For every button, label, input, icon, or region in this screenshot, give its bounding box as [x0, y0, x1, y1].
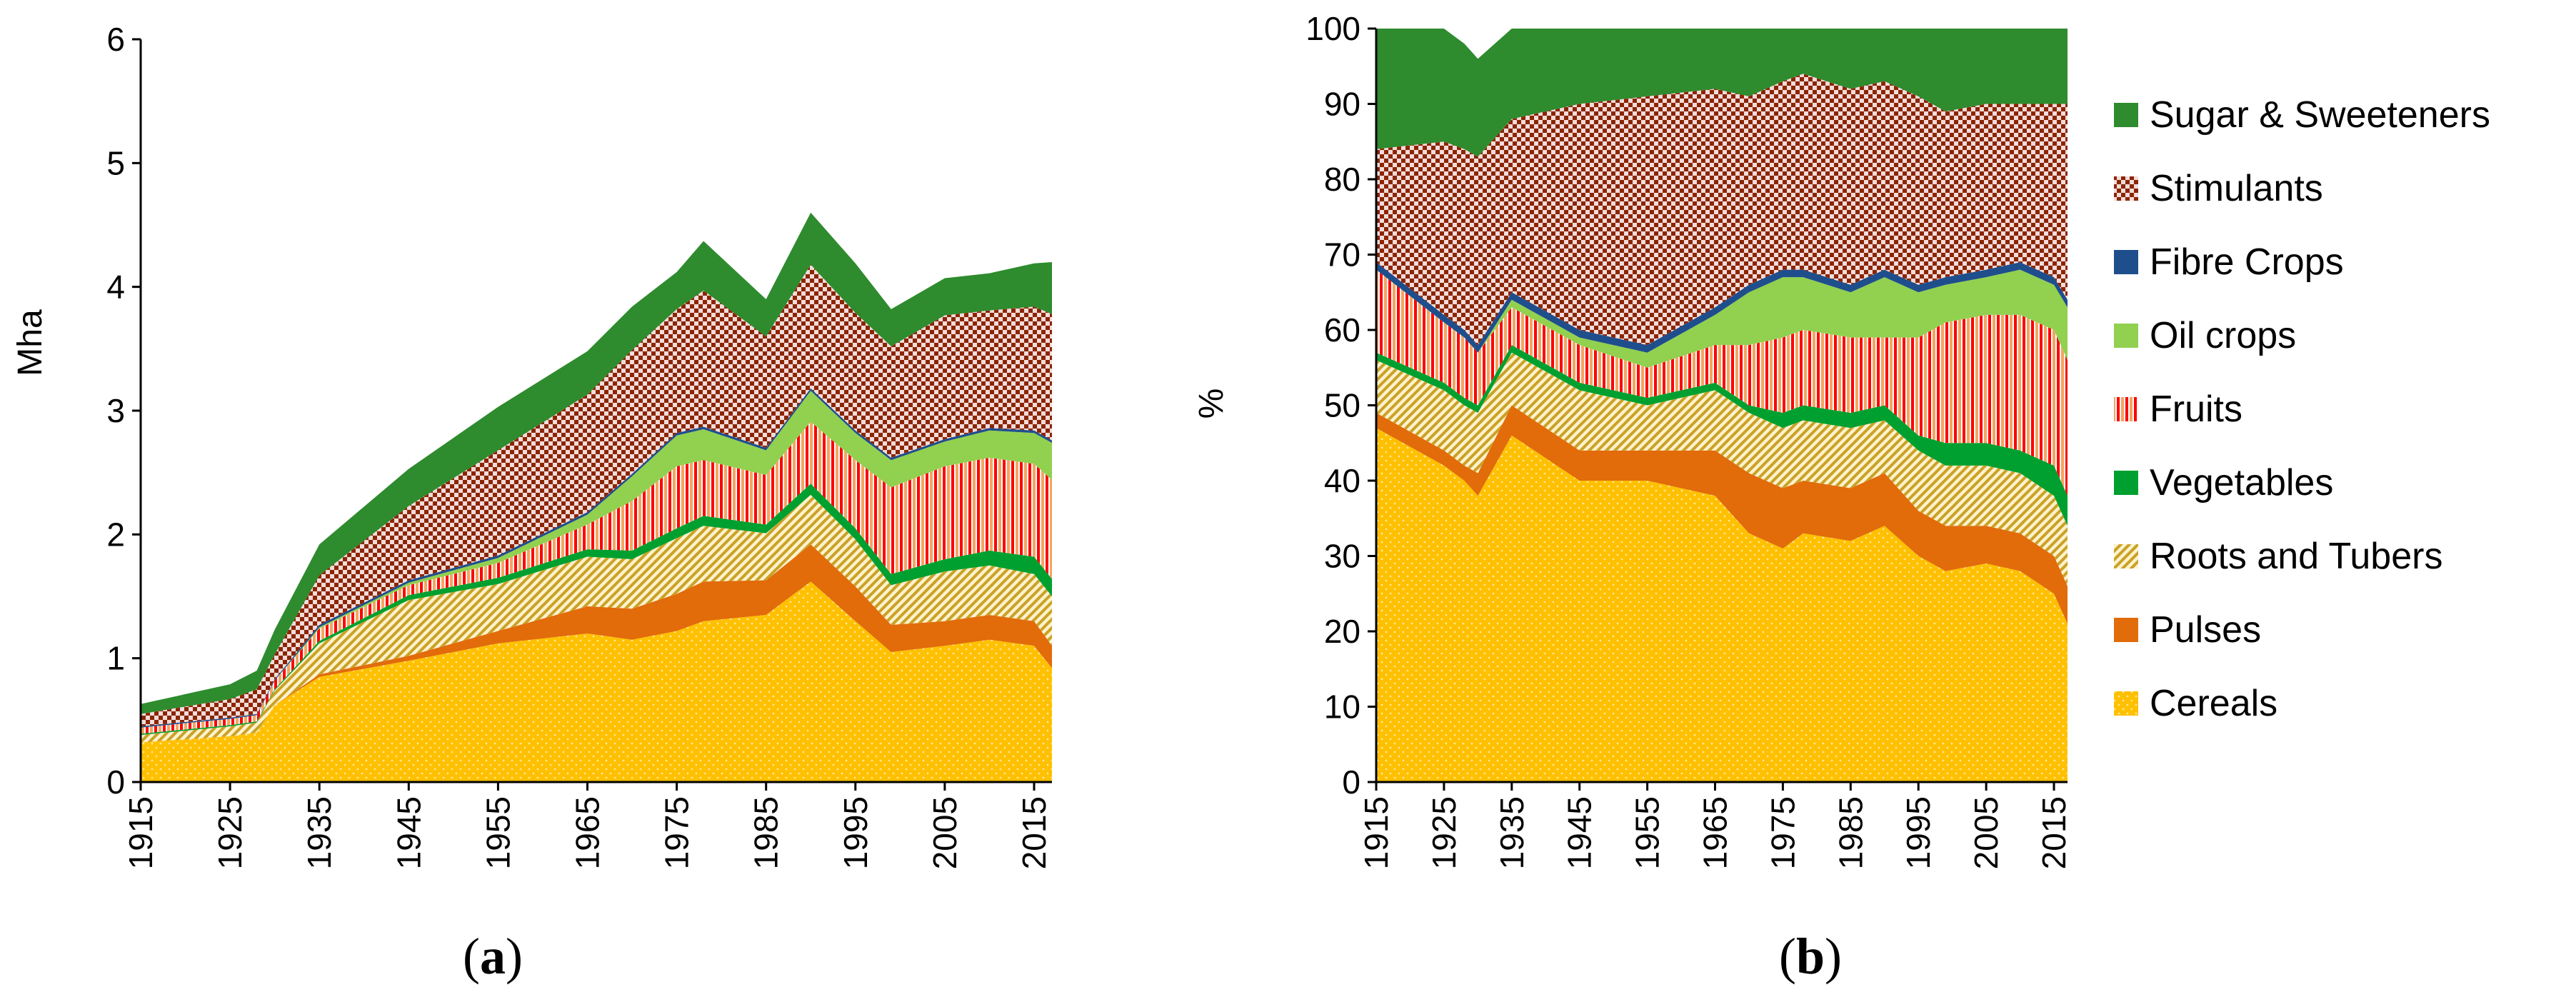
chart-b-area-stimulants: [1376, 74, 2068, 346]
chart-b-area-oil-crops: [1376, 269, 2068, 368]
chart-a-xticks: 1915 1925 1935 1945 1955 1965 1975 1985 1995 2005…: [122, 782, 1053, 869]
legend-label: Sugar & Sweeteners: [2150, 94, 2490, 136]
chart-a-area-roots-and-tubers: [141, 494, 1052, 743]
chart-b-xtick-label: 1975: [1764, 796, 1801, 869]
chart-b-xticks: 1915 1925 1935 1945 1955 1965 1975 1985 1995 2005…: [1358, 782, 2073, 869]
chart-a-yticks: 0 1 2 3 4 5 6: [106, 21, 141, 801]
chart-b-ytick-label: 70: [1324, 236, 1360, 274]
legend-label: Stimulants: [2150, 168, 2323, 209]
chart-b-ytick-label: 20: [1324, 613, 1360, 650]
chart-b-ytick-label: 50: [1324, 387, 1360, 424]
chart-b-xtick-label: 1955: [1629, 796, 1666, 869]
chart-b-yticks: 0 10 20 30 40 50 60 70 80 90 100: [1305, 10, 1376, 801]
legend-swatch-vegetables: [2114, 471, 2138, 495]
legend-label: Vegetables: [2150, 462, 2333, 503]
chart-b-area-sugar-sweeteners: [1376, 29, 2068, 157]
chart-a-ytick-label: 4: [106, 269, 125, 306]
chart-a-xtick-label: 1945: [390, 796, 427, 869]
legend-swatch-cereals: [2114, 691, 2138, 716]
legend-swatch-fruits: [2114, 397, 2138, 421]
legend-label: Oil crops: [2150, 315, 2296, 356]
chart-a-area-cereals: [141, 581, 1052, 782]
chart-a-xtick-label: 1975: [658, 796, 696, 869]
chart-b: % 0 10 20 30 40 50 60 70 80 90 100 1915 1925 1935 194…: [1193, 10, 2490, 869]
chart-a-xtick-label: 1995: [837, 796, 874, 869]
chart-b-ytick-label: 60: [1324, 311, 1360, 349]
legend-label: Pulses: [2150, 609, 2261, 651]
chart-a-ytick-label: 3: [106, 392, 125, 429]
legend-swatch-stimulants: [2114, 176, 2138, 201]
chart-b-area-fruits: [1376, 269, 2068, 496]
chart-a-ytick-label: 0: [106, 763, 125, 801]
chart-a-areas: [141, 212, 1052, 782]
chart-b-area-cereals: [1376, 428, 2068, 782]
panel-b-label: (b): [1779, 928, 1842, 985]
chart-a-xtick-label: 2005: [926, 796, 963, 869]
chart-a-area-stimulants: [141, 264, 1052, 726]
chart-b-ytick-label: 30: [1324, 538, 1360, 575]
legend-label: Roots and Tubers: [2150, 536, 2442, 577]
chart-b-ytick-label: 80: [1324, 161, 1360, 198]
legend-label: Cereals: [2150, 683, 2277, 724]
chart-b-xtick-label: 1925: [1425, 796, 1463, 869]
chart-b-area-fibre-crops: [1376, 262, 2068, 353]
chart-b-areas: [1376, 29, 2068, 782]
chart-b-xtick-label: 1965: [1697, 796, 1734, 869]
chart-b-legend: Sugar & Sweeteners Stimulants Fibre Crops O…: [2114, 94, 2490, 724]
legend-label: Fibre Crops: [2150, 241, 2344, 283]
chart-b-xtick-label: 1945: [1561, 796, 1598, 869]
chart-a-xtick-label: 1925: [211, 796, 249, 869]
chart-b-xtick-label: 2005: [1968, 796, 2005, 869]
chart-a-ytick-label: 5: [106, 144, 125, 181]
chart-a-ytick-label: 6: [106, 21, 125, 58]
chart-b-ytick-label: 90: [1324, 86, 1360, 123]
legend-swatch-fibre-crops: [2114, 250, 2138, 274]
chart-a: Mha 0 1 2 3 4 5 6 1915 1925 1935 1945 1955 1965 1975…: [11, 21, 1053, 869]
chart-a-xtick-label: 1935: [301, 796, 338, 869]
chart-b-ytick-label: 40: [1324, 462, 1360, 499]
legend-swatch-pulses: [2114, 618, 2138, 642]
chart-a-xtick-label: 2015: [1016, 796, 1053, 869]
chart-b-xtick-label: 1915: [1358, 796, 1395, 869]
chart-a-xtick-label: 1955: [479, 796, 516, 869]
legend-label: Fruits: [2150, 389, 2242, 430]
chart-a-ytick-label: 2: [106, 516, 125, 553]
chart-b-ylabel: %: [1193, 389, 1231, 419]
chart-b-xtick-label: 1985: [1832, 796, 1869, 869]
chart-b-ytick-label: 0: [1342, 763, 1360, 801]
chart-b-xtick-label: 1935: [1493, 796, 1530, 869]
chart-a-xtick-label: 1915: [122, 796, 159, 869]
chart-b-area-roots-and-tubers: [1376, 352, 2068, 586]
chart-b-xtick-label: 1995: [1900, 796, 1937, 869]
panel-a-label: (a): [463, 928, 523, 985]
chart-b-area-pulses: [1376, 405, 2068, 624]
chart-a-xtick-label: 1985: [748, 796, 785, 869]
chart-a-ytick-label: 1: [106, 640, 125, 677]
chart-b-ytick-label: 10: [1324, 688, 1360, 726]
chart-b-ytick-label: 100: [1305, 10, 1360, 47]
legend-swatch-oil-crops: [2114, 324, 2138, 348]
chart-a-ylabel: Mha: [11, 309, 49, 376]
chart-a-xtick-label: 1965: [568, 796, 606, 869]
legend-swatch-sugar-sweeteners: [2114, 103, 2138, 127]
legend-swatch-roots-and-tubers: [2114, 544, 2138, 568]
chart-b-xtick-label: 2015: [2035, 796, 2073, 869]
